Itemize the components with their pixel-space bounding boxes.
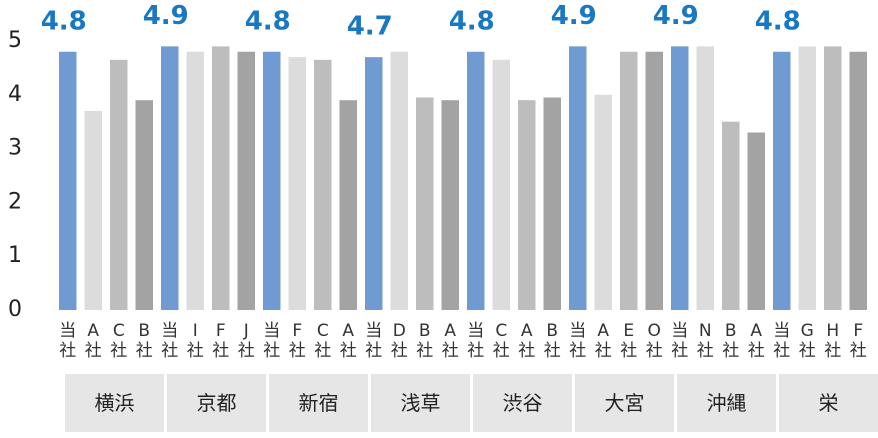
bar: [467, 51, 485, 310]
x-tick-label: F社: [288, 321, 306, 361]
y-tick-label: 2: [8, 189, 22, 214]
group-label: 浅草: [371, 374, 470, 432]
bar: [594, 94, 612, 310]
x-tick-label: F社: [212, 321, 230, 361]
value-label: 4.9: [143, 1, 189, 31]
group-label: 渋谷: [473, 374, 572, 432]
x-tick-label: O社: [645, 321, 663, 361]
y-tick-label: 3: [8, 136, 22, 161]
x-tick-label: G社: [798, 321, 816, 361]
bar: [135, 100, 153, 311]
bar: [492, 59, 510, 310]
value-label: 4.7: [347, 12, 393, 42]
bar: [620, 51, 638, 310]
bar: [186, 51, 204, 310]
y-tick-label: 5: [8, 28, 22, 53]
x-tick-label: 当社: [569, 321, 587, 361]
x-tick-label: 当社: [161, 321, 179, 361]
x-tick-label: B社: [135, 321, 153, 361]
x-tick-label: F社: [849, 321, 867, 361]
bar: [161, 46, 179, 310]
y-tick-label: 1: [8, 243, 22, 268]
x-tick-label: 当社: [263, 321, 281, 361]
bar: [849, 51, 867, 310]
bar: [569, 46, 587, 310]
value-label: 4.9: [653, 1, 699, 31]
x-tick-label: I社: [186, 321, 204, 361]
bar: [722, 121, 740, 310]
y-tick-label: 4: [8, 82, 22, 107]
y-tick-label: 0: [8, 297, 22, 322]
value-label: 4.9: [551, 1, 597, 31]
bar: [543, 97, 561, 311]
bar: [84, 110, 102, 310]
value-label: 4.8: [41, 6, 87, 36]
x-tick-label: 当社: [365, 321, 383, 361]
x-tick-label: 当社: [467, 321, 485, 361]
x-tick-label: B社: [543, 321, 561, 361]
bar: [645, 51, 663, 310]
x-tick-label: H社: [824, 321, 842, 361]
x-tick-label: 当社: [671, 321, 689, 361]
bar: [441, 100, 459, 311]
bar: [59, 51, 77, 310]
bar: [671, 46, 689, 310]
value-label: 4.8: [755, 6, 801, 36]
bar: [212, 46, 230, 310]
bar: [773, 51, 791, 310]
x-tick-label: A社: [518, 321, 536, 361]
group-label: 大宮: [575, 374, 674, 432]
bar: [390, 51, 408, 310]
bar: [416, 97, 434, 311]
bar: [263, 51, 281, 310]
group-label: 横浜: [65, 374, 164, 432]
x-tick-label: C社: [492, 321, 510, 361]
x-tick-label: A社: [747, 321, 765, 361]
bar: [288, 57, 306, 310]
group-label: 京都: [167, 374, 266, 432]
x-tick-label: 当社: [59, 321, 77, 361]
x-tick-label: A社: [339, 321, 357, 361]
bar: [365, 57, 383, 310]
x-tick-label: D社: [390, 321, 408, 361]
bar: [518, 100, 536, 311]
x-tick-label: N社: [696, 321, 714, 361]
x-tick-label: A社: [441, 321, 459, 361]
x-tick-label: B社: [416, 321, 434, 361]
x-tick-label: C社: [110, 321, 128, 361]
bar: [824, 46, 842, 310]
x-tick-label: A社: [594, 321, 612, 361]
bar: [747, 132, 765, 310]
bar: [339, 100, 357, 311]
x-tick-label: A社: [84, 321, 102, 361]
x-tick-label: J社: [237, 321, 255, 361]
bar: [696, 46, 714, 310]
group-label: 栄: [779, 374, 878, 432]
bar: [314, 59, 332, 310]
group-label: 新宿: [269, 374, 368, 432]
x-tick-label: B社: [722, 321, 740, 361]
value-label: 4.8: [449, 6, 495, 36]
x-tick-label: E社: [620, 321, 638, 361]
group-label: 沖縄: [677, 374, 776, 432]
bar: [237, 51, 255, 310]
x-tick-label: C社: [314, 321, 332, 361]
value-label: 4.8: [245, 6, 291, 36]
bar: [110, 59, 128, 310]
x-tick-label: 当社: [773, 321, 791, 361]
bar: [798, 46, 816, 310]
